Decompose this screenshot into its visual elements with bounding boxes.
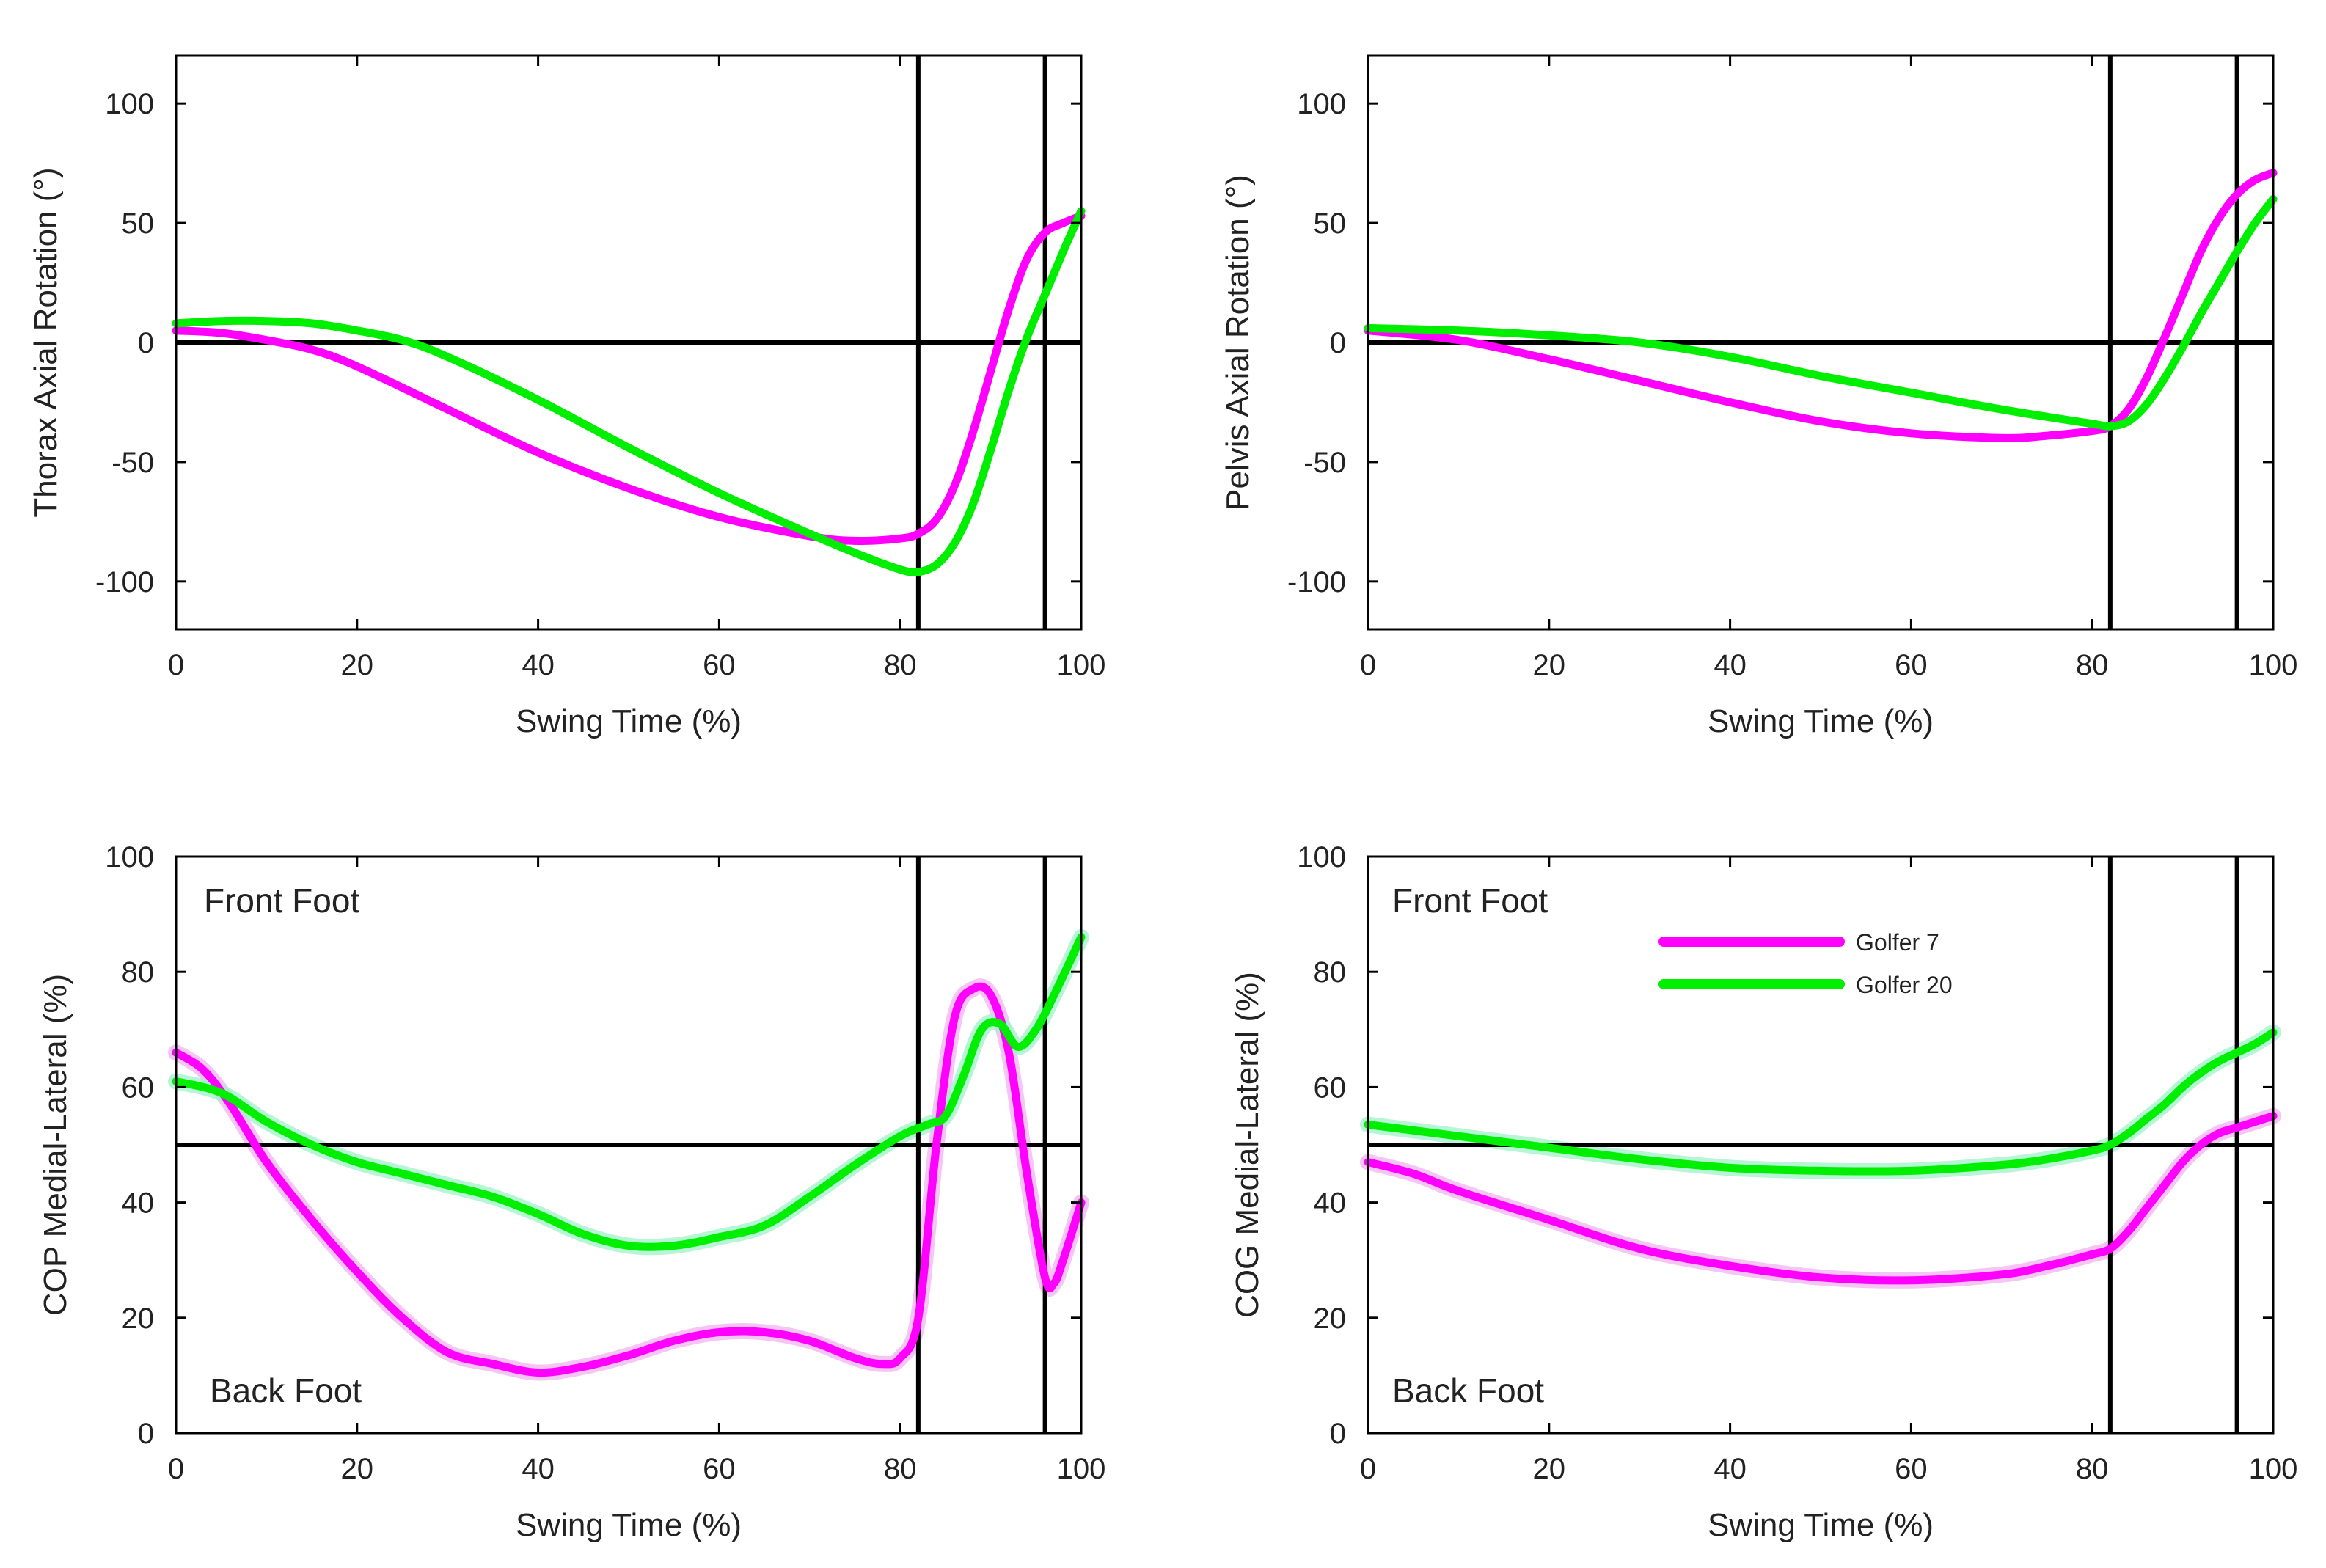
cog-ticks: 0 20 40 60 80 100 0 20 40 60 80 100 bbox=[1297, 841, 2297, 1485]
cog-y-axis-title: COG Medial-Lateral (%) bbox=[1229, 972, 1265, 1318]
thorax-y-tick-label: -50 bbox=[111, 447, 154, 479]
cop-y-tick-label: 40 bbox=[122, 1187, 155, 1220]
legend-label-golfer-20: Golfer 20 bbox=[1856, 972, 1953, 998]
pelvis-y-axis-title: Pelvis Axial Rotation (°) bbox=[1220, 175, 1256, 510]
cop-x-tick-label: 0 bbox=[168, 1453, 184, 1485]
cog-golfer-7-line bbox=[1364, 1112, 2278, 1285]
thorax-series-layer bbox=[172, 207, 1086, 576]
thorax-y-tick-label: 100 bbox=[105, 88, 154, 120]
cop-x-tick-label: 20 bbox=[341, 1453, 374, 1485]
cog-medial-lateral-chart: 0 20 40 60 80 100 0 20 40 60 80 100 Front Foot Back… bbox=[1229, 841, 2297, 1543]
pelvis-x-tick-label: 20 bbox=[1533, 649, 1566, 681]
thorax-x-tick-label: 80 bbox=[884, 649, 917, 681]
pelvis-x-tick-label: 0 bbox=[1360, 649, 1376, 681]
cop-plot-frame bbox=[175, 855, 1083, 1435]
pelvis-y-tick-label: -100 bbox=[1287, 566, 1346, 598]
cog-x-tick-label: 80 bbox=[2076, 1453, 2109, 1485]
pelvis-y-tick-label: -50 bbox=[1303, 447, 1346, 479]
thorax-y-tick-label: 50 bbox=[122, 208, 155, 240]
cop-reference-lines bbox=[176, 857, 1081, 1433]
pelvis-x-tick-label: 60 bbox=[1895, 649, 1928, 681]
pelvis-golfer-20-line bbox=[1364, 195, 2278, 431]
thorax-y-tick-label: 0 bbox=[138, 327, 154, 359]
cog-y-tick-label: 60 bbox=[1314, 1071, 1347, 1104]
pelvis-y-tick-label: 50 bbox=[1314, 208, 1347, 240]
thorax-x-tick-label: 40 bbox=[522, 649, 555, 681]
cog-front-foot-label: Front Foot bbox=[1392, 882, 1548, 920]
thorax-y-tick-label: -100 bbox=[95, 566, 154, 598]
cog-x-axis-title: Swing Time (%) bbox=[1708, 1507, 1934, 1543]
cop-y-axis-title: COP Medial-Lateral (%) bbox=[37, 974, 73, 1316]
cop-y-tick-label: 80 bbox=[122, 956, 155, 989]
thorax-x-tick-label: 0 bbox=[168, 649, 184, 681]
cop-golfer-20-line bbox=[172, 933, 1086, 1251]
pelvis-x-tick-label: 40 bbox=[1714, 649, 1747, 681]
cog-golfer-20-line bbox=[1364, 1028, 2278, 1176]
cog-y-tick-label: 40 bbox=[1314, 1187, 1347, 1220]
cog-back-foot-label: Back Foot bbox=[1392, 1371, 1544, 1410]
cog-y-tick-label: 100 bbox=[1297, 841, 1346, 873]
cop-y-tick-label: 0 bbox=[138, 1418, 154, 1450]
thorax-x-tick-label: 20 bbox=[341, 649, 374, 681]
cop-series-layer bbox=[172, 933, 1086, 1377]
thorax-x-tick-label: 60 bbox=[703, 649, 736, 681]
pelvis-y-tick-label: 0 bbox=[1330, 327, 1346, 359]
cog-y-tick-label: 80 bbox=[1314, 956, 1347, 989]
cop-x-tick-label: 60 bbox=[703, 1453, 736, 1485]
pelvis-x-tick-label: 100 bbox=[2249, 649, 2298, 681]
pelvis-ticks: 0 20 40 60 80 100 -100 -50 0 50 100 bbox=[1287, 56, 2297, 681]
cop-medial-lateral-chart: 0 20 40 60 80 100 0 20 40 60 80 100 Front Foot Back… bbox=[37, 841, 1105, 1543]
pelvis-golfer-7-line bbox=[1364, 169, 2278, 442]
pelvis-plot-frame bbox=[1367, 54, 2275, 631]
thorax-x-axis-title: Swing Time (%) bbox=[516, 703, 742, 739]
thorax-x-tick-label: 100 bbox=[1057, 649, 1106, 681]
cop-x-tick-label: 40 bbox=[522, 1453, 555, 1485]
cop-front-foot-label: Front Foot bbox=[204, 882, 359, 920]
cop-x-tick-label: 100 bbox=[1057, 1453, 1106, 1485]
legend: Golfer 7 Golfer 20 bbox=[1658, 929, 1953, 998]
cop-x-axis-title: Swing Time (%) bbox=[516, 1507, 742, 1543]
thorax-y-axis-title: Thorax Axial Rotation (°) bbox=[28, 167, 64, 517]
thorax-golfer-20-line bbox=[172, 207, 1086, 576]
pelvis-rotation-chart: 0 20 40 60 80 100 -100 -50 0 50 100 Swing Time (%)… bbox=[1220, 54, 2297, 739]
legend-label-golfer-7: Golfer 7 bbox=[1856, 929, 1939, 956]
cog-series-layer bbox=[1364, 1028, 2278, 1285]
cog-x-tick-label: 20 bbox=[1533, 1453, 1566, 1485]
thorax-ticks: 0 20 40 60 80 100 -100 -50 0 50 100 bbox=[95, 56, 1105, 681]
cop-back-foot-label: Back Foot bbox=[210, 1371, 362, 1410]
cop-x-tick-label: 80 bbox=[884, 1453, 917, 1485]
pelvis-reference-lines bbox=[1368, 56, 2273, 629]
cog-y-tick-label: 0 bbox=[1330, 1418, 1346, 1450]
pelvis-x-axis-title: Swing Time (%) bbox=[1708, 703, 1934, 739]
thorax-golfer-7-line bbox=[172, 211, 1086, 545]
thorax-rotation-chart: 0 20 40 60 80 100 -100 -50 0 50 100 Swing Time (%)… bbox=[28, 54, 1105, 739]
thorax-plot-frame bbox=[175, 54, 1083, 631]
cop-y-tick-label: 60 bbox=[122, 1071, 155, 1104]
pelvis-series-layer bbox=[1364, 169, 2278, 442]
pelvis-y-tick-label: 100 bbox=[1297, 88, 1346, 120]
pelvis-x-tick-label: 80 bbox=[2076, 649, 2109, 681]
cog-x-tick-label: 100 bbox=[2249, 1453, 2298, 1485]
cog-x-tick-label: 60 bbox=[1895, 1453, 1928, 1485]
cop-y-tick-label: 20 bbox=[122, 1303, 155, 1335]
cog-y-tick-label: 20 bbox=[1314, 1303, 1347, 1335]
cop-golfer-7-line bbox=[172, 982, 1086, 1377]
cog-x-tick-label: 0 bbox=[1360, 1453, 1376, 1485]
cop-y-tick-label: 100 bbox=[105, 841, 154, 873]
cog-plot-frame bbox=[1367, 855, 2275, 1435]
cog-x-tick-label: 40 bbox=[1714, 1453, 1747, 1485]
